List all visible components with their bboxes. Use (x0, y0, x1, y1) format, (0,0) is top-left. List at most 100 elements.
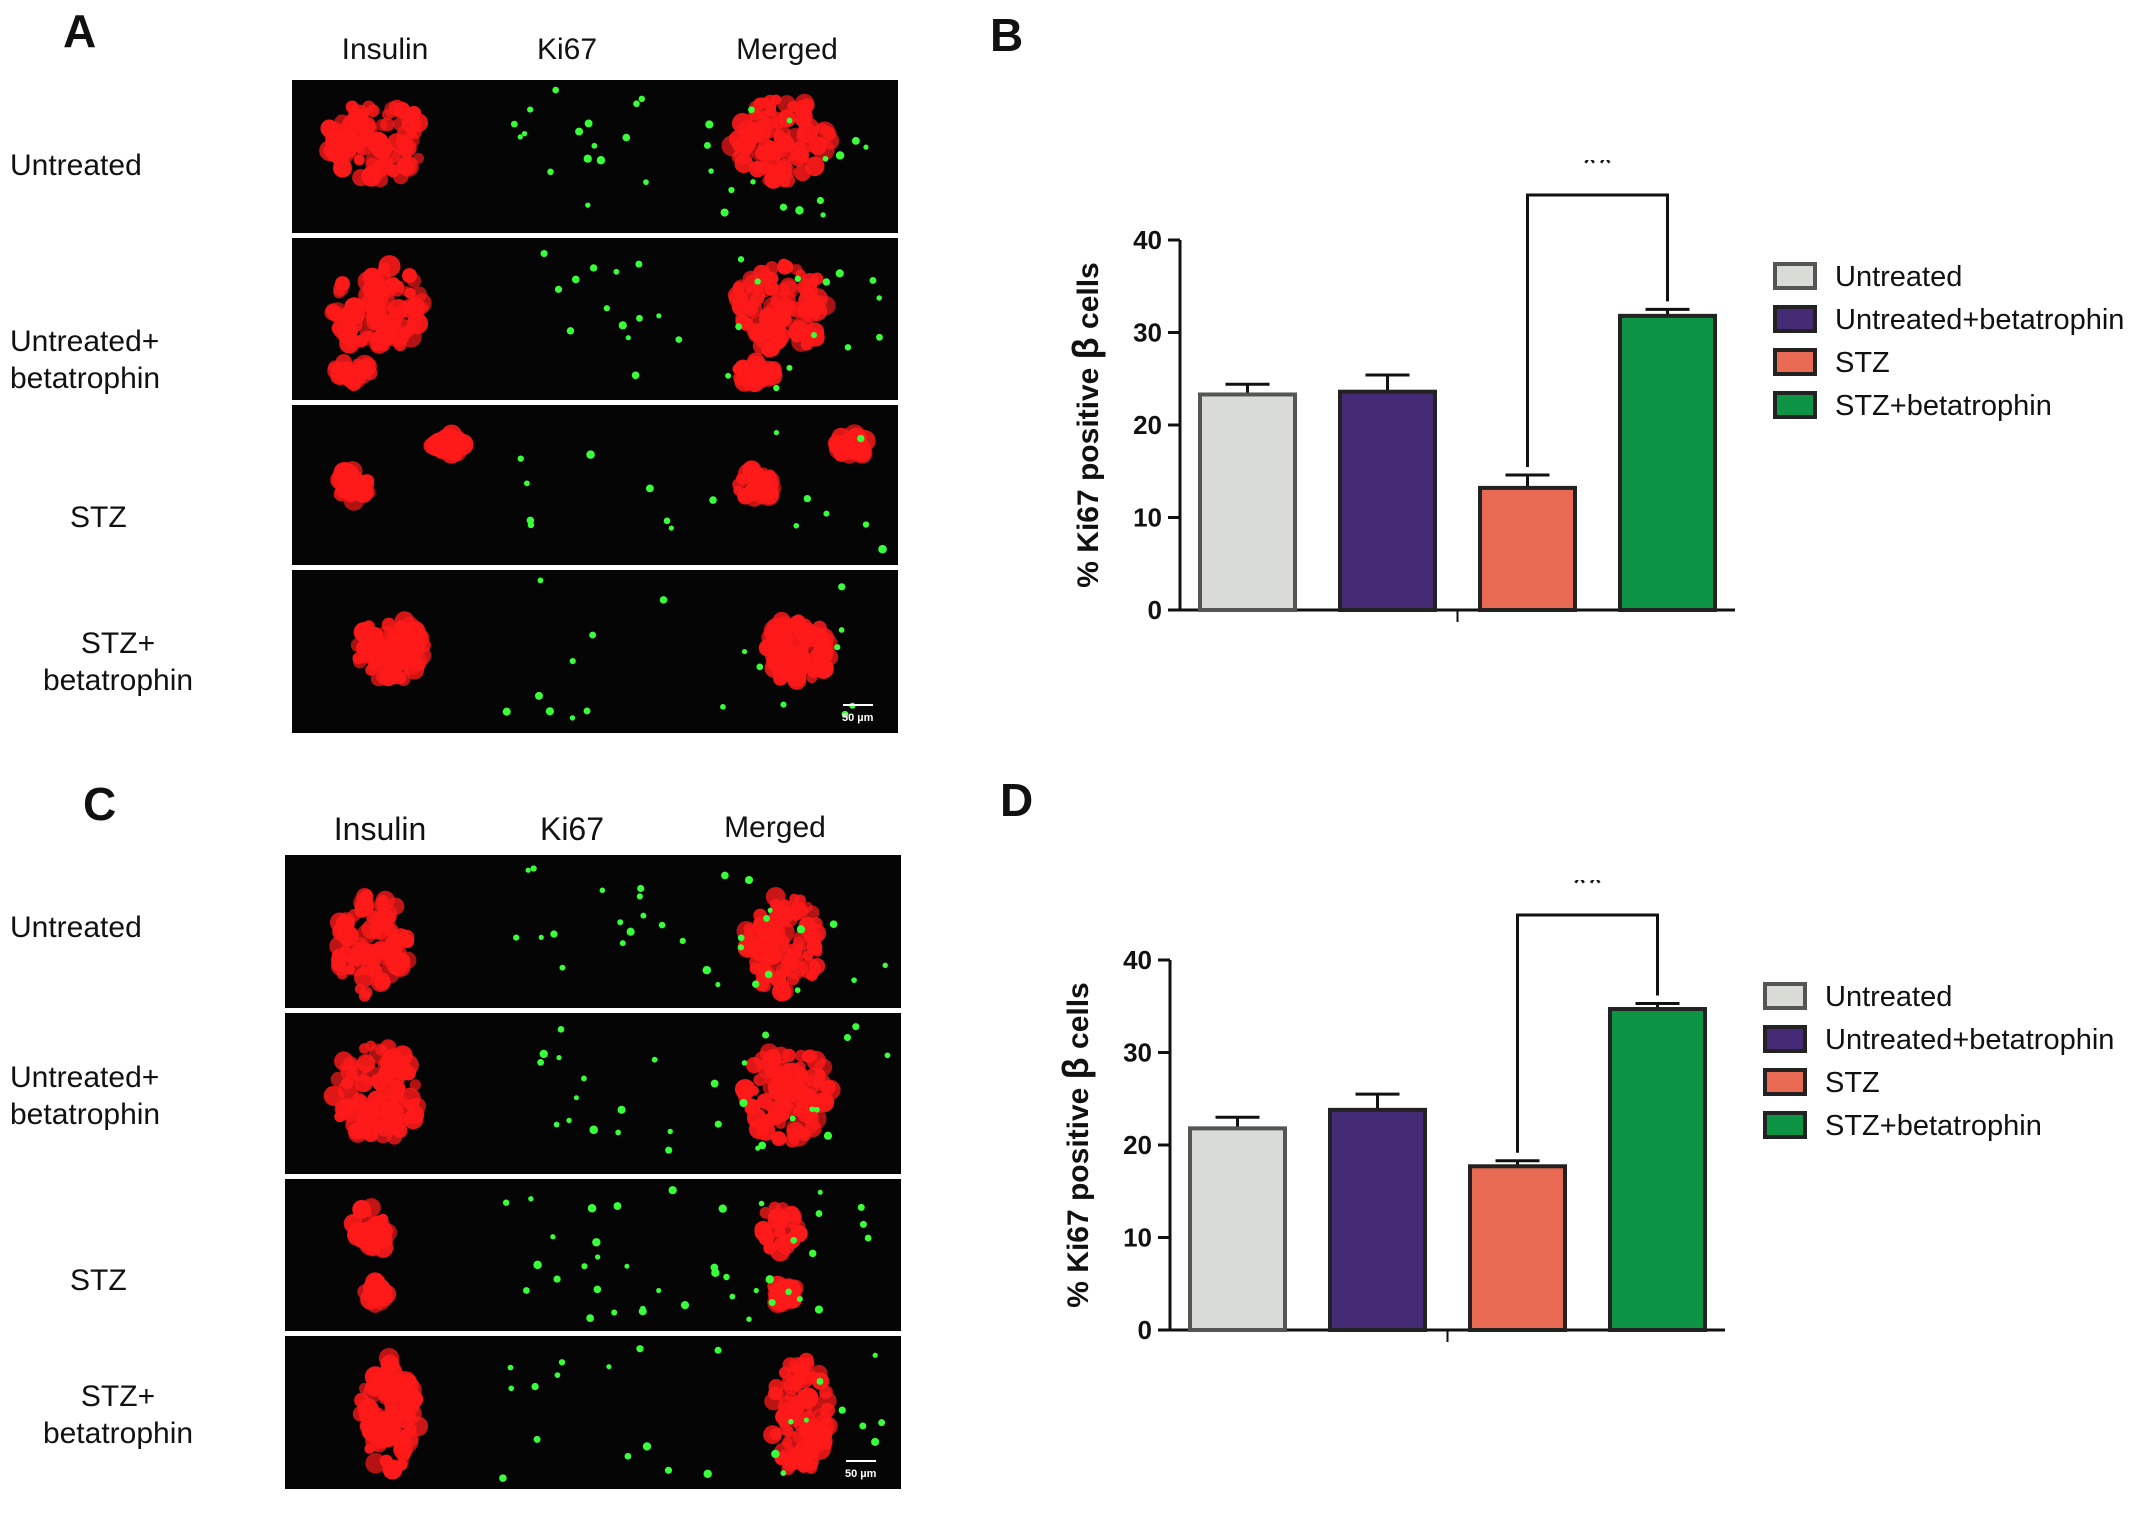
panel-a-insulin-image-1 (319, 99, 429, 188)
chart-b-y-tick-label-0: 0 (1148, 595, 1162, 625)
panel-a-micrograph-row-4: 50 µm (292, 570, 898, 733)
panel-a-insulin-image-2 (324, 255, 432, 392)
chart-b-y-tick-label-20: 20 (1133, 410, 1162, 440)
panel-a-ki67-image-2 (540, 249, 683, 380)
panel-a-micrograph-grid: 50 µm (292, 80, 898, 738)
panel-a-scale-bar-label: 50 µm (842, 712, 874, 724)
panel-a-micrograph-row-4-image: 50 µm (350, 577, 874, 724)
chart-b-legend-swatch-3 (1773, 348, 1817, 376)
panel-c-row-label-stz: STZ (70, 1264, 127, 1297)
panel-a-micrograph-row-3 (292, 405, 898, 565)
chart-d-y-axis-label-suffix: cells (1062, 982, 1095, 1057)
chart-d-legend-label-4: STZ+betatrophin (1825, 1110, 2042, 1142)
chart-d-legend-swatch-3 (1763, 1068, 1807, 1096)
panel-c-row-label-untreated-betatrophin-line1: Untreated+ (10, 1061, 160, 1094)
panel-c-ki67-image-1 (513, 865, 686, 971)
panel-a-insulin-image-3 (330, 424, 474, 511)
chart-d-legend-swatch-1 (1763, 982, 1807, 1010)
chart-b-legend-swatch-4 (1773, 391, 1817, 419)
chart-d-legend-label-1: Untreated (1825, 981, 1952, 1013)
panel-a-column-insulin: Insulin (341, 33, 429, 66)
panel-c-ki67-image-2 (537, 1026, 673, 1154)
panel-c-micrograph-grid: 50 µm (285, 855, 901, 1500)
panel-c-ki67-image-3 (502, 1186, 690, 1322)
panel-a-row-label-stz-betatrophin-line2: betatrophin (42, 664, 194, 697)
panel-letter-a: A (63, 5, 97, 57)
panel-a-row-label-stz: STZ (70, 501, 127, 534)
chart-d-y-axis-label-beta: β (1055, 1057, 1096, 1079)
panel-c-row-label-untreated: Untreated (10, 911, 142, 944)
chart-b-y-axis-label-prefix: % Ki67 positive (1072, 359, 1105, 587)
panel-letter-b: B (990, 9, 1024, 61)
panel-letter-d: D (1000, 774, 1034, 826)
chart-b-y-tick-label-10: 10 (1133, 503, 1162, 533)
panel-c-insulin-image-3 (343, 1198, 398, 1313)
panel-c-micrograph-row-4: 50 µm (285, 1336, 901, 1489)
panel-c-merged-image-4 (703, 1346, 886, 1479)
chart-d-y-tick-label-10: 10 (1123, 1223, 1152, 1253)
panel-a-column-merged: Merged (736, 33, 838, 66)
panel-c-micrograph-row-2 (285, 1013, 901, 1174)
panel-a-micrograph-row-1-image (319, 86, 869, 218)
panel-a-ki67-image-3 (517, 450, 674, 531)
chart-d-y-tick-label-20: 20 (1123, 1130, 1152, 1160)
panel-a-micrograph-row-3-image (330, 424, 887, 554)
chart-d-bar-1 (1188, 1126, 1287, 1332)
panel-c-insulin-image-2 (323, 1039, 427, 1145)
panel-c-row-label-untreated-betatrophin-line2: betatrophin (10, 1098, 161, 1131)
chart-b-legend-label-1: Untreated (1835, 261, 1962, 293)
chart-d-legend-swatch-4 (1763, 1111, 1807, 1139)
panel-a-row-label-stz-betatrophin: STZ+ betatrophin (38, 625, 198, 699)
chart-b-bar-1 (1198, 392, 1297, 612)
panel-a-row-label-untreated-betatrophin-line1: Untreated+ (10, 325, 160, 358)
panel-c-micrograph-row-4-image: 50 µm (352, 1345, 886, 1482)
panel-a-micrograph-row-2 (292, 238, 898, 400)
chart-d-y-axis-label-prefix: % Ki67 positive (1062, 1079, 1095, 1307)
panel-a-row-label-untreated-betatrophin-line2: betatrophin (10, 362, 161, 395)
panel-a-merged-image-2 (725, 256, 883, 393)
chart-b-legend-label-3: STZ (1835, 347, 1890, 379)
chart-d-y-tick-label-0: 0 (1138, 1315, 1152, 1345)
chart-d-legend-label-2: Untreated+betatrophin (1825, 1024, 2114, 1056)
panel-a-row-label-untreated-betatrophin: Untreated+ betatrophin (10, 323, 160, 397)
chart-d-significance-bracket (1516, 913, 1659, 1153)
panel-a-micrograph-row-2-image (324, 249, 883, 393)
panel-a-micrograph-row-1 (292, 80, 898, 233)
chart-d-significance-label: ** (1572, 880, 1603, 906)
chart-b-y-tick-label-30: 30 (1133, 318, 1162, 348)
chart-b-legend-swatch-1 (1773, 262, 1817, 290)
panel-a-merged-image-4 (720, 583, 856, 718)
chart-d: % Ki67 positive β cells 0 10 20 30 40 ** Untrea… (1055, 880, 2114, 1345)
chart-b-legend-label-2: Untreated+betatrophin (1835, 304, 2124, 336)
panel-c-insulin-image-1 (329, 887, 417, 1002)
chart-d-y-axis-label: % Ki67 positive β cells (1055, 982, 1096, 1307)
chart-d-y-tick-label-30: 30 (1123, 1038, 1152, 1068)
chart-d-legend-label-3: STZ (1825, 1067, 1880, 1099)
panel-a-row-label-untreated: Untreated (10, 149, 142, 182)
panel-c-insulin-image-4 (352, 1347, 429, 1480)
chart-b-significance-label: ** (1582, 160, 1613, 186)
panel-a-merged-image-3 (709, 424, 887, 554)
panel-c-micrograph-row-1-image (329, 865, 888, 1002)
panel-c-column-merged: Merged (724, 811, 826, 844)
chart-d-bar-3 (1468, 1164, 1567, 1332)
chart-b-bar-2 (1338, 389, 1437, 612)
panel-c-micrograph-row-3-image (343, 1186, 872, 1322)
panel-a-column-ki67: Ki67 (536, 33, 598, 66)
panel-c-micrograph-row-3 (285, 1179, 901, 1331)
chart-d-legend-swatch-2 (1763, 1025, 1807, 1053)
chart-b-legend-swatch-2 (1773, 305, 1817, 333)
panel-c-ki67-image-4 (499, 1345, 673, 1482)
chart-b-legend-label-4: STZ+betatrophin (1835, 390, 2052, 422)
chart-b-y-axis-label-suffix: cells (1072, 262, 1105, 337)
panel-c-row-label-untreated-betatrophin: Untreated+ betatrophin (10, 1059, 160, 1133)
chart-d-y-tick-label-40: 40 (1123, 945, 1152, 975)
panel-a-ki67-image-4 (502, 577, 668, 721)
panel-a-row-label-stz-betatrophin-line1: STZ+ (80, 627, 156, 660)
panel-c-row-label-stz-betatrophin-line2: betatrophin (42, 1417, 194, 1450)
chart-b-bar-3 (1478, 485, 1577, 612)
panel-c-merged-image-2 (710, 1023, 891, 1151)
chart-b-bar-4 (1618, 313, 1717, 612)
chart-b: % Ki67 positive β cells 0 10 20 30 40 ** Untrea… (1065, 160, 2124, 625)
panel-c-micrograph-row-1 (285, 855, 901, 1008)
